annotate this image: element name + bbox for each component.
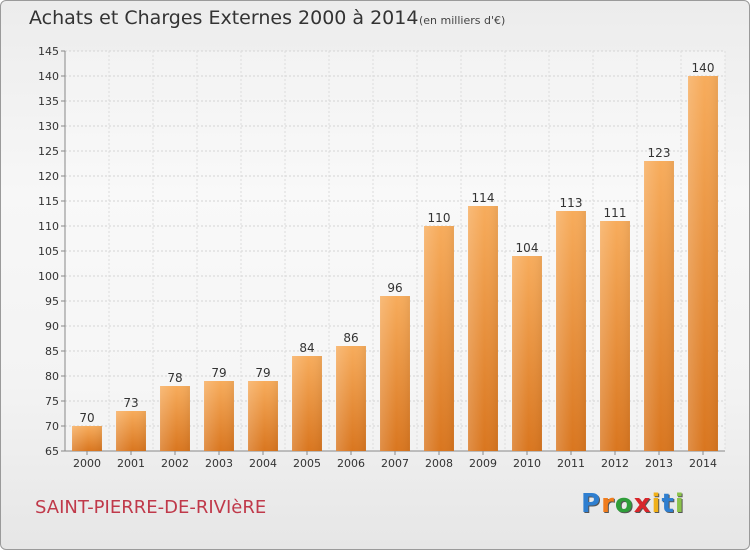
y-tick-label: 75 xyxy=(45,395,59,408)
x-tick-label: 2009 xyxy=(469,457,497,470)
logo-letter: x xyxy=(633,489,652,519)
x-tick-label: 2000 xyxy=(73,457,101,470)
bar-value-label: 111 xyxy=(604,206,627,220)
y-tick-label: 95 xyxy=(45,295,59,308)
bar-value-label: 84 xyxy=(299,341,314,355)
x-tick-label: 2011 xyxy=(557,457,585,470)
bar-shade xyxy=(72,426,102,451)
bars-layer: 70 73 78 79 79 84 86 96 110 114 104 113 111 123 140 xyxy=(72,61,718,451)
x-tick-label: 2012 xyxy=(601,457,629,470)
bar-shade xyxy=(380,296,410,451)
bar-shade xyxy=(292,356,322,451)
y-tick-label: 80 xyxy=(45,370,59,383)
x-tick-label: 2010 xyxy=(513,457,541,470)
y-tick-label: 135 xyxy=(38,95,59,108)
bar-shade xyxy=(644,161,674,451)
x-axis: 2000 2001 2002 2003 2004 2005 2006 2007 2008 2009… xyxy=(73,451,717,470)
bar-shade xyxy=(468,206,498,451)
bar-value-label: 79 xyxy=(211,366,226,380)
bar-shade xyxy=(556,211,586,451)
x-tick-label: 2007 xyxy=(381,457,409,470)
y-tick-label: 110 xyxy=(38,220,59,233)
bar-shade xyxy=(160,386,190,451)
x-tick-label: 2004 xyxy=(249,457,277,470)
x-tick-label: 2005 xyxy=(293,457,321,470)
bar-value-label: 113 xyxy=(560,196,583,210)
bar-value-label: 123 xyxy=(648,146,671,160)
bar-value-label: 96 xyxy=(387,281,402,295)
x-tick-label: 2006 xyxy=(337,457,365,470)
bar-shade xyxy=(204,381,234,451)
bar-value-label: 110 xyxy=(428,211,451,225)
bar-value-label: 79 xyxy=(255,366,270,380)
bar-value-label: 104 xyxy=(516,241,539,255)
y-tick-label: 90 xyxy=(45,320,59,333)
x-tick-label: 2002 xyxy=(161,457,189,470)
logo-letter: i xyxy=(651,489,662,519)
y-tick-label: 100 xyxy=(38,270,59,283)
x-tick-label: 2001 xyxy=(117,457,145,470)
x-tick-label: 2014 xyxy=(689,457,717,470)
y-tick-label: 145 xyxy=(38,45,59,58)
chart-subtitle: (en milliers d'€) xyxy=(419,14,506,27)
bar-value-label: 73 xyxy=(123,396,138,410)
bar-shade xyxy=(600,221,630,451)
commune-name: SAINT-PIERRE-DE-RIVIèRE xyxy=(35,497,267,518)
bar-shade xyxy=(424,226,454,451)
bar-value-label: 86 xyxy=(343,331,358,345)
x-tick-label: 2003 xyxy=(205,457,233,470)
bar-shade xyxy=(248,381,278,451)
y-tick-label: 125 xyxy=(38,145,59,158)
bar-value-label: 78 xyxy=(167,371,182,385)
chart-title: Achats et Charges Externes 2000 à 2014 xyxy=(29,7,419,29)
x-tick-label: 2008 xyxy=(425,457,453,470)
logo-letter: i xyxy=(674,489,685,519)
y-axis: 65 70 75 80 85 90 95 100 105 110 115 120 125 130 135 14… xyxy=(38,45,725,458)
y-tick-label: 105 xyxy=(38,245,59,258)
bar-shade xyxy=(688,76,718,451)
logo-letter: P xyxy=(581,489,602,519)
y-tick-label: 130 xyxy=(38,120,59,133)
y-tick-label: 65 xyxy=(45,445,59,458)
bar-value-label: 70 xyxy=(79,411,94,425)
bar-value-label: 140 xyxy=(692,61,715,75)
x-tick-label: 2013 xyxy=(645,457,673,470)
bar-shade xyxy=(336,346,366,451)
y-tick-label: 115 xyxy=(38,195,59,208)
proxiti-logo[interactable]: Proxiti xyxy=(581,489,685,519)
y-tick-label: 140 xyxy=(38,70,59,83)
y-tick-label: 120 xyxy=(38,170,59,183)
logo-letter: o xyxy=(614,489,634,519)
y-tick-label: 70 xyxy=(45,420,59,433)
logo-letter: t xyxy=(661,489,675,519)
bar-shade xyxy=(116,411,146,451)
y-tick-label: 85 xyxy=(45,345,59,358)
bar-value-label: 114 xyxy=(472,191,495,205)
logo-letter: r xyxy=(601,489,615,519)
bar-shade xyxy=(512,256,542,451)
